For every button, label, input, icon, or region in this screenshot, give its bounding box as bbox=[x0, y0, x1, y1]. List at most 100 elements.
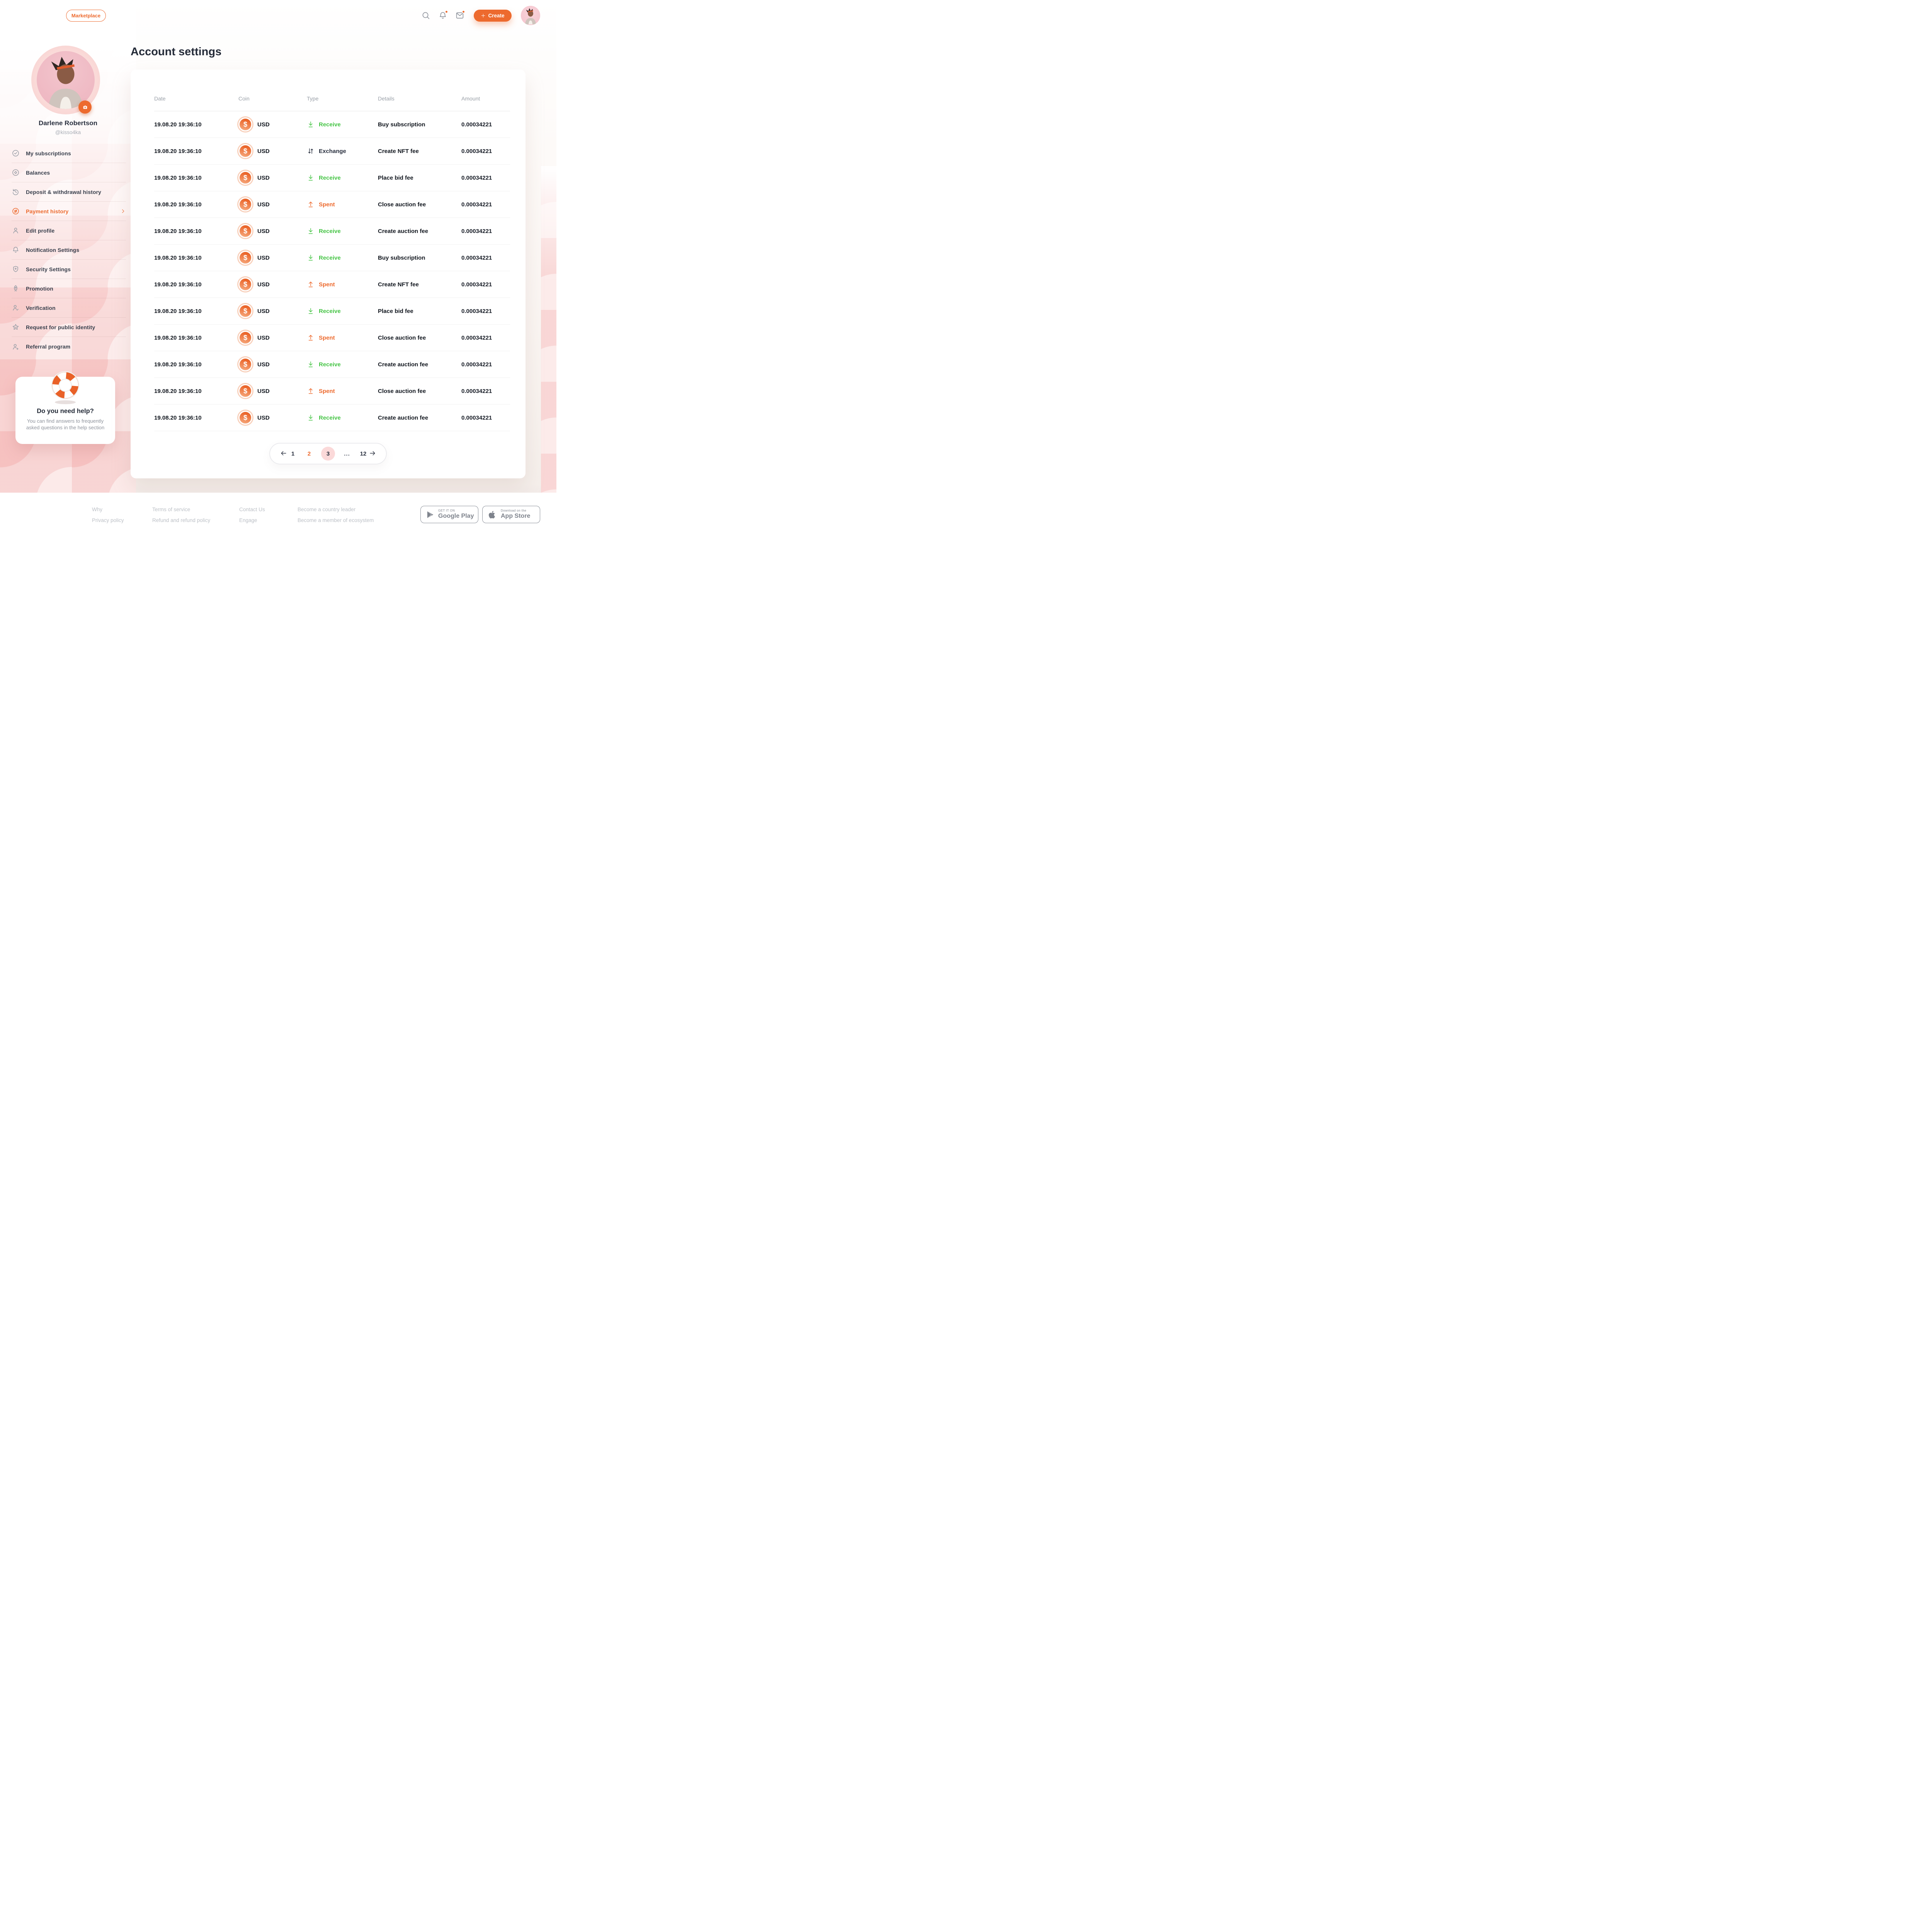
help-card-title: Do you need help? bbox=[37, 408, 94, 415]
search-icon[interactable] bbox=[421, 11, 430, 20]
cell-type: Spent bbox=[307, 387, 378, 395]
avatar[interactable] bbox=[521, 6, 540, 25]
cell-coin: $ USD bbox=[238, 224, 307, 238]
payment-history-table: Date Coin Type Details Amount 19.08.20 1… bbox=[154, 70, 510, 431]
sidebar-item-label: Security Settings bbox=[26, 266, 71, 272]
sidebar-item-notification-settings[interactable]: Notification Settings bbox=[12, 240, 126, 260]
avatar-portrait-illustration bbox=[525, 8, 536, 24]
type-label: Receive bbox=[319, 308, 341, 315]
cell-date: 19.08.20 19:36:10 bbox=[154, 414, 202, 421]
footer-link-terms-of-service[interactable]: Terms of service bbox=[152, 507, 190, 512]
sidebar-item-referral-program[interactable]: Referral program bbox=[12, 337, 126, 356]
cell-details: Create NFT fee bbox=[378, 148, 419, 155]
app-store-badge[interactable]: Download on the App Store bbox=[482, 506, 540, 523]
sidebar-item-security-settings[interactable]: Security Settings bbox=[12, 260, 126, 279]
footer-link-engage[interactable]: Engage bbox=[239, 517, 257, 523]
badge-tagline: Download on the bbox=[501, 509, 527, 512]
column-header-amount: Amount bbox=[461, 95, 480, 102]
type-label: Exchange bbox=[319, 148, 346, 155]
help-card[interactable]: Do you need help? You can find answers t… bbox=[15, 371, 115, 444]
table-row: 19.08.20 19:36:10 $ USD Spent Close auction … bbox=[154, 191, 510, 218]
help-card-body: You can find answers to frequently asked… bbox=[26, 418, 105, 431]
cell-coin: $ USD bbox=[238, 277, 307, 291]
footer-link-privacy-policy[interactable]: Privacy policy bbox=[92, 517, 124, 523]
coin-label: USD bbox=[257, 388, 270, 395]
table-row: 19.08.20 19:36:10 $ USD Receive Buy subscrip… bbox=[154, 111, 510, 138]
right-edge-pattern-background bbox=[541, 166, 556, 493]
sidebar-item-balances[interactable]: Balances bbox=[12, 163, 126, 182]
star-icon bbox=[12, 323, 20, 331]
sidebar-item-request-for-public-identity[interactable]: Request for public identity bbox=[12, 318, 126, 337]
exchange-circle-icon bbox=[12, 207, 20, 215]
spent-icon bbox=[307, 281, 315, 288]
type-label: Receive bbox=[319, 414, 341, 421]
type-label: Receive bbox=[319, 254, 341, 261]
footer-link-contact-us[interactable]: Contact Us bbox=[239, 507, 265, 512]
pagination-page-3[interactable]: 3 bbox=[321, 447, 335, 461]
cell-coin: $ USD bbox=[238, 117, 307, 131]
coin-label: USD bbox=[257, 121, 270, 128]
cell-details: Buy subscription bbox=[378, 121, 425, 128]
coin-label: USD bbox=[257, 281, 270, 288]
previous-page-button[interactable] bbox=[279, 449, 288, 458]
coin-label: USD bbox=[257, 254, 270, 261]
table-row: 19.08.20 19:36:10 $ USD Spent Close auction … bbox=[154, 378, 510, 405]
exchange-icon bbox=[307, 147, 315, 155]
badge-store-name: Google Play bbox=[438, 513, 474, 520]
pagination-page-2[interactable]: 2 bbox=[307, 450, 311, 457]
dollar-coin-icon: $ bbox=[238, 304, 252, 318]
footer-link-become-a-member-of-ecosystem[interactable]: Become a member of ecosystem bbox=[298, 517, 374, 523]
sidebar-item-label: Deposit & withdrawal history bbox=[26, 189, 101, 195]
footer: Why Privacy policy Terms of service Refund … bbox=[0, 493, 556, 538]
footer-link-refund-and-refund-policy[interactable]: Refund and refund policy bbox=[152, 517, 211, 523]
column-header-coin: Coin bbox=[238, 95, 250, 102]
cell-amount: 0.00034221 bbox=[461, 414, 492, 421]
pagination-page-12[interactable]: 12 bbox=[360, 450, 367, 457]
footer-link-why[interactable]: Why bbox=[92, 507, 102, 512]
cell-amount: 0.00034221 bbox=[461, 254, 492, 261]
sidebar-menu: My subscriptions Balances Deposit & withdr… bbox=[12, 144, 126, 356]
cell-amount: 0.00034221 bbox=[461, 201, 492, 208]
cell-coin: $ USD bbox=[238, 331, 307, 345]
notification-unread-dot bbox=[445, 10, 448, 14]
pagination-page-1[interactable]: 1 bbox=[291, 450, 295, 457]
type-label: Receive bbox=[319, 228, 341, 235]
sidebar-item-label: Edit profile bbox=[26, 227, 55, 234]
bell-icon[interactable] bbox=[438, 10, 448, 20]
user-icon bbox=[12, 226, 20, 235]
create-button[interactable]: Create bbox=[474, 10, 512, 22]
user-check-icon bbox=[12, 304, 20, 312]
mail-icon[interactable] bbox=[455, 10, 465, 20]
messages-unread-dot bbox=[462, 10, 465, 14]
pagination: 1 2 3... 12 bbox=[269, 443, 387, 464]
user-plus-icon bbox=[12, 343, 20, 351]
sidebar-item-payment-history[interactable]: Payment history bbox=[12, 202, 126, 221]
marketplace-button[interactable]: Marketplace bbox=[66, 10, 106, 22]
cell-type: Receive bbox=[307, 414, 378, 422]
dollar-coin-icon: $ bbox=[238, 357, 252, 371]
cell-date: 19.08.20 19:36:10 bbox=[154, 201, 202, 208]
change-photo-button[interactable] bbox=[78, 100, 92, 114]
table-row: 19.08.20 19:36:10 $ USD Receive Place bid fe… bbox=[154, 165, 510, 191]
cell-coin: $ USD bbox=[238, 411, 307, 425]
sidebar-item-edit-profile[interactable]: Edit profile bbox=[12, 221, 126, 240]
spent-icon bbox=[307, 334, 315, 342]
profile-handle: @kisso4ka bbox=[55, 129, 81, 135]
cell-amount: 0.00034221 bbox=[461, 121, 492, 128]
sidebar-item-promotion[interactable]: Promotion bbox=[12, 279, 126, 298]
sidebar-item-label: My subscriptions bbox=[26, 150, 71, 156]
sidebar-item-verification[interactable]: Verification bbox=[12, 298, 126, 318]
sidebar-item-deposit-withdrawal-history[interactable]: Deposit & withdrawal history bbox=[12, 182, 126, 202]
profile-photo-halo bbox=[31, 46, 100, 114]
bell-outline-icon bbox=[12, 246, 20, 254]
cell-type: Spent bbox=[307, 201, 378, 208]
badge-store-name: App Store bbox=[501, 513, 531, 520]
next-page-button[interactable] bbox=[368, 449, 377, 458]
cell-amount: 0.00034221 bbox=[461, 334, 492, 341]
footer-link-become-a-country-leader[interactable]: Become a country leader bbox=[298, 507, 356, 512]
coin-label: USD bbox=[257, 174, 270, 181]
google-play-badge[interactable]: GET IT ON Google Play bbox=[420, 506, 478, 523]
sidebar-item-my-subscriptions[interactable]: My subscriptions bbox=[12, 144, 126, 163]
dollar-coin-icon: $ bbox=[238, 411, 252, 425]
table-row: 19.08.20 19:36:10 $ USD Exchange Create NFT … bbox=[154, 138, 510, 165]
